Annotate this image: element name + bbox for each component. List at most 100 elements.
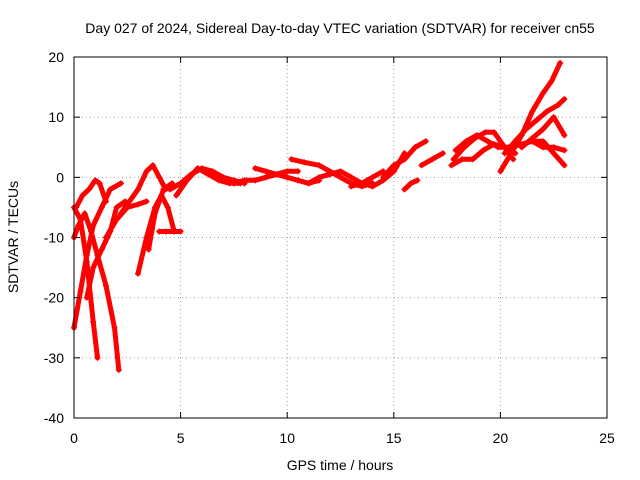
- data-point: [529, 108, 536, 115]
- series-track-19: [401, 177, 421, 193]
- series-track-28: [508, 138, 568, 169]
- data-point: [337, 168, 344, 175]
- data-point: [215, 177, 222, 184]
- axis-ticks: 0 5 10 15 20 25 -40 -30 -20 -10 0 10 20: [44, 49, 615, 446]
- data-point: [459, 156, 466, 163]
- data-point: [126, 198, 133, 205]
- data-point: [83, 294, 90, 301]
- data-point: [439, 150, 446, 157]
- data-point: [450, 156, 457, 163]
- y-tick-label: -10: [44, 230, 64, 246]
- data-point: [115, 366, 122, 373]
- data-point: [390, 162, 397, 169]
- data-point: [98, 204, 105, 211]
- data-point: [166, 186, 173, 193]
- data-point: [156, 228, 163, 235]
- data-point: [380, 174, 387, 181]
- series-line: [71, 210, 122, 373]
- data-point: [262, 168, 269, 175]
- data-point: [522, 126, 529, 133]
- data-point: [134, 201, 141, 208]
- data-point: [316, 174, 323, 181]
- plot-frame: [73, 56, 608, 419]
- data-point: [77, 288, 84, 295]
- data-point: [209, 168, 216, 175]
- data-point: [390, 168, 397, 175]
- data-point: [183, 177, 190, 184]
- data-point: [96, 180, 103, 187]
- data-point: [508, 144, 515, 151]
- data-point: [284, 174, 291, 181]
- data-point: [83, 252, 90, 259]
- data-point: [550, 150, 557, 157]
- data-point: [143, 198, 150, 205]
- data-point: [241, 177, 248, 184]
- x-tick-label: 20: [493, 430, 509, 446]
- data-point: [554, 102, 561, 109]
- data-point: [448, 162, 455, 169]
- data-point: [561, 132, 568, 139]
- data-point: [540, 90, 547, 97]
- data-point: [102, 198, 109, 205]
- data-point: [561, 162, 568, 169]
- x-tick-label: 5: [177, 430, 185, 446]
- data-point: [422, 138, 429, 145]
- data-point: [113, 216, 120, 223]
- data-point: [113, 204, 120, 211]
- data-point: [412, 144, 419, 151]
- y-tick-label: -40: [44, 410, 64, 426]
- series-line: [146, 180, 175, 252]
- data-point: [401, 156, 408, 163]
- data-point: [518, 141, 525, 148]
- data-point: [418, 162, 425, 169]
- data-point: [79, 192, 86, 199]
- y-tick-label: -20: [44, 290, 64, 306]
- data-point: [90, 264, 97, 271]
- data-point: [482, 129, 489, 136]
- data-point: [491, 129, 498, 136]
- data-point: [194, 165, 201, 172]
- data-point: [561, 96, 568, 103]
- data-point: [102, 282, 109, 289]
- data-point: [469, 156, 476, 163]
- data-point: [294, 168, 301, 175]
- data-point: [348, 183, 355, 190]
- data-point: [533, 117, 540, 124]
- data-point: [316, 162, 323, 169]
- data-point: [90, 222, 97, 229]
- data-point: [550, 144, 557, 151]
- data-point: [205, 171, 212, 178]
- data-point: [117, 180, 124, 187]
- series-track-17: [348, 150, 408, 190]
- data-point: [452, 147, 459, 154]
- data-point: [540, 138, 547, 145]
- y-tick-label: 0: [56, 169, 64, 185]
- series-track-20: [418, 150, 446, 169]
- series-track-18: [380, 138, 429, 181]
- series-track-4: [73, 177, 109, 211]
- data-point: [156, 174, 163, 181]
- data-point: [134, 270, 141, 277]
- data-point: [294, 177, 301, 184]
- series-line: [73, 177, 109, 210]
- data-point: [134, 186, 141, 193]
- data-point: [358, 180, 365, 187]
- data-point: [284, 168, 291, 175]
- data-point: [463, 138, 470, 145]
- data-point: [480, 147, 487, 154]
- data-point: [107, 186, 114, 193]
- data-point: [508, 150, 515, 157]
- data-point: [557, 60, 564, 67]
- x-tick-label: 10: [279, 430, 295, 446]
- y-tick-label: 10: [48, 109, 64, 125]
- data-point: [401, 150, 408, 157]
- data-point: [162, 228, 169, 235]
- data-point: [561, 147, 568, 154]
- data-point: [92, 177, 99, 184]
- data-point: [90, 318, 97, 325]
- data-series: [71, 60, 568, 373]
- data-point: [164, 204, 171, 211]
- data-point: [273, 171, 280, 178]
- data-point: [262, 174, 269, 181]
